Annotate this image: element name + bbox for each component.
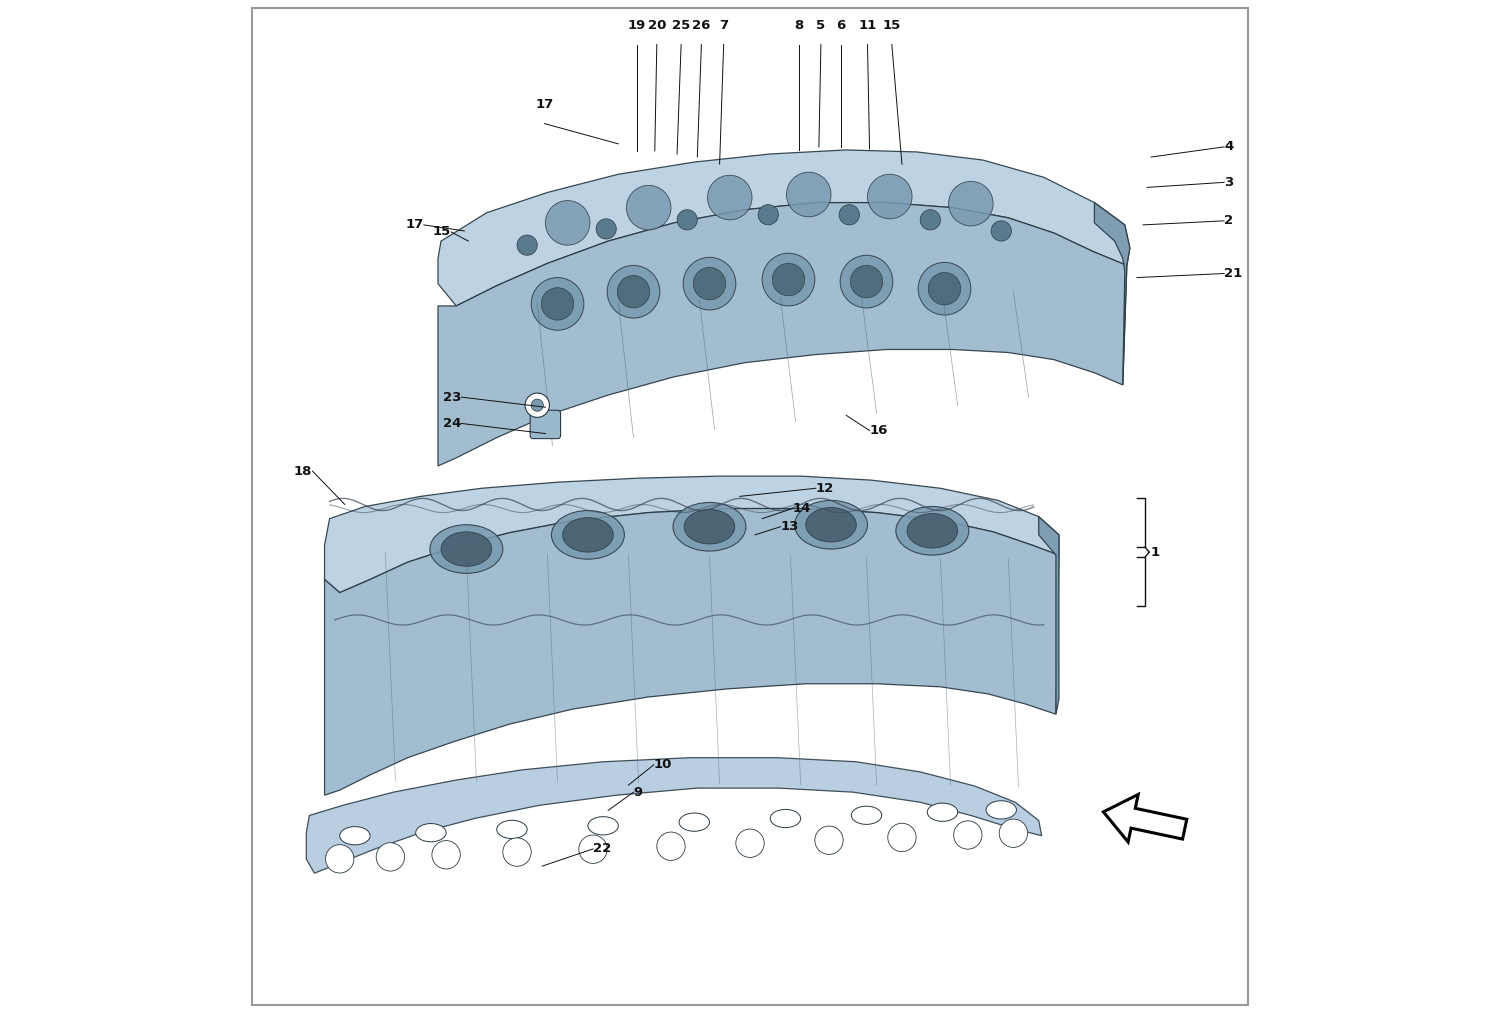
- Ellipse shape: [674, 502, 746, 551]
- Ellipse shape: [416, 824, 446, 842]
- Text: 24: 24: [442, 417, 462, 430]
- Circle shape: [627, 185, 670, 230]
- Ellipse shape: [552, 511, 624, 559]
- Text: 6: 6: [837, 19, 846, 32]
- Circle shape: [326, 845, 354, 873]
- Text: 14: 14: [792, 502, 812, 515]
- Ellipse shape: [588, 816, 618, 835]
- Ellipse shape: [339, 827, 370, 845]
- Ellipse shape: [771, 809, 801, 828]
- Circle shape: [736, 829, 764, 857]
- Circle shape: [531, 399, 543, 411]
- Ellipse shape: [684, 510, 735, 544]
- Circle shape: [546, 201, 590, 245]
- Circle shape: [618, 276, 650, 308]
- Circle shape: [682, 257, 736, 310]
- Circle shape: [579, 835, 608, 863]
- Ellipse shape: [562, 518, 614, 552]
- Circle shape: [676, 210, 698, 230]
- Circle shape: [918, 262, 970, 315]
- Text: 17: 17: [405, 219, 424, 231]
- Circle shape: [525, 393, 549, 417]
- Ellipse shape: [908, 514, 957, 548]
- Text: 10: 10: [654, 759, 672, 771]
- Text: 22: 22: [592, 843, 610, 855]
- Ellipse shape: [986, 800, 1017, 819]
- Text: 15: 15: [433, 226, 451, 238]
- Text: 13: 13: [780, 521, 800, 533]
- FancyBboxPatch shape: [530, 410, 561, 439]
- Ellipse shape: [896, 506, 969, 555]
- Circle shape: [999, 820, 1028, 848]
- Text: 17: 17: [536, 98, 554, 111]
- Text: 12: 12: [816, 482, 834, 494]
- Circle shape: [867, 174, 912, 219]
- Circle shape: [762, 253, 814, 306]
- Circle shape: [954, 821, 982, 849]
- Circle shape: [850, 265, 882, 298]
- Circle shape: [376, 843, 405, 871]
- Text: 3: 3: [1224, 176, 1233, 188]
- Circle shape: [948, 181, 993, 226]
- Circle shape: [708, 175, 752, 220]
- Circle shape: [920, 210, 940, 230]
- Text: 5: 5: [816, 19, 825, 32]
- Polygon shape: [306, 758, 1041, 873]
- Polygon shape: [438, 203, 1126, 466]
- Text: 23: 23: [442, 391, 462, 403]
- Text: 21: 21: [1224, 267, 1242, 280]
- Circle shape: [657, 832, 686, 860]
- Circle shape: [888, 824, 916, 852]
- Circle shape: [432, 841, 460, 869]
- Circle shape: [992, 221, 1011, 241]
- Circle shape: [608, 265, 660, 318]
- Text: 9: 9: [633, 786, 642, 798]
- Ellipse shape: [430, 525, 502, 573]
- Text: 15: 15: [882, 19, 902, 32]
- Circle shape: [693, 267, 726, 300]
- Ellipse shape: [441, 532, 492, 566]
- Text: 4: 4: [1224, 141, 1233, 153]
- Circle shape: [758, 205, 778, 225]
- Circle shape: [928, 272, 960, 305]
- Ellipse shape: [795, 500, 867, 549]
- Ellipse shape: [852, 806, 882, 825]
- Text: 16: 16: [870, 424, 888, 437]
- Text: 7: 7: [718, 19, 728, 32]
- Text: 2: 2: [1224, 215, 1233, 227]
- Circle shape: [518, 235, 537, 255]
- Circle shape: [503, 838, 531, 866]
- Text: 19: 19: [627, 19, 645, 32]
- Text: 8: 8: [794, 19, 802, 32]
- Polygon shape: [324, 509, 1059, 795]
- Polygon shape: [1038, 517, 1059, 714]
- Text: 18: 18: [294, 465, 312, 477]
- Text: 26: 26: [692, 19, 711, 32]
- Polygon shape: [438, 150, 1130, 306]
- Text: 20: 20: [648, 19, 666, 32]
- Circle shape: [815, 826, 843, 854]
- Circle shape: [772, 263, 804, 296]
- Polygon shape: [1104, 794, 1186, 842]
- Ellipse shape: [496, 821, 526, 839]
- Polygon shape: [1095, 203, 1130, 385]
- Circle shape: [840, 255, 892, 308]
- Polygon shape: [324, 476, 1059, 593]
- Text: 25: 25: [672, 19, 690, 32]
- Ellipse shape: [927, 803, 957, 822]
- Text: 1: 1: [1150, 546, 1160, 558]
- Ellipse shape: [680, 813, 710, 832]
- Circle shape: [596, 219, 616, 239]
- Circle shape: [531, 278, 584, 330]
- Circle shape: [542, 288, 573, 320]
- Circle shape: [839, 205, 860, 225]
- Circle shape: [786, 172, 831, 217]
- Text: 11: 11: [858, 19, 876, 32]
- Ellipse shape: [806, 508, 856, 542]
